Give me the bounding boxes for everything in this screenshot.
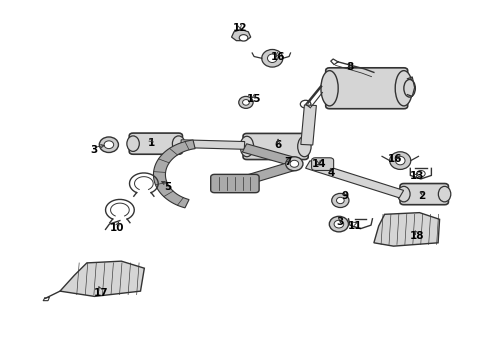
Ellipse shape (328, 216, 348, 232)
FancyBboxPatch shape (210, 174, 259, 193)
FancyBboxPatch shape (311, 158, 333, 171)
Ellipse shape (242, 100, 249, 105)
Ellipse shape (285, 157, 303, 171)
Text: 2: 2 (417, 191, 425, 201)
Ellipse shape (297, 136, 310, 157)
Ellipse shape (99, 137, 118, 153)
Ellipse shape (403, 80, 414, 97)
Ellipse shape (126, 136, 139, 152)
Text: 16: 16 (387, 154, 402, 164)
Text: 10: 10 (110, 222, 124, 233)
Ellipse shape (331, 193, 348, 207)
Polygon shape (305, 161, 403, 198)
Ellipse shape (238, 96, 253, 108)
Ellipse shape (289, 160, 298, 167)
Ellipse shape (240, 136, 253, 157)
Text: 12: 12 (232, 23, 246, 33)
Ellipse shape (320, 71, 338, 106)
Ellipse shape (261, 49, 282, 67)
Ellipse shape (389, 152, 410, 170)
FancyBboxPatch shape (399, 184, 447, 205)
Text: 6: 6 (274, 140, 281, 150)
Text: 4: 4 (326, 168, 334, 178)
Text: 11: 11 (347, 221, 361, 231)
Text: 9: 9 (341, 191, 348, 201)
Text: 17: 17 (93, 288, 108, 298)
Text: 8: 8 (346, 62, 353, 72)
Text: 14: 14 (311, 159, 325, 169)
Text: 5: 5 (164, 182, 171, 192)
Text: 1: 1 (147, 138, 154, 148)
Ellipse shape (104, 141, 113, 149)
Polygon shape (181, 140, 244, 149)
Polygon shape (232, 162, 295, 188)
Ellipse shape (333, 220, 343, 228)
Ellipse shape (437, 186, 450, 202)
Text: 3: 3 (90, 145, 97, 155)
Ellipse shape (397, 186, 409, 202)
Polygon shape (242, 144, 300, 167)
Ellipse shape (172, 136, 184, 152)
Polygon shape (153, 140, 195, 208)
Text: 13: 13 (409, 171, 424, 181)
Ellipse shape (395, 156, 404, 165)
Ellipse shape (239, 35, 247, 41)
FancyBboxPatch shape (243, 134, 307, 159)
Ellipse shape (336, 197, 344, 204)
Ellipse shape (267, 54, 277, 63)
Polygon shape (231, 30, 250, 41)
Text: 15: 15 (246, 94, 261, 104)
Text: 16: 16 (270, 51, 285, 62)
Text: 18: 18 (409, 231, 424, 242)
Polygon shape (300, 105, 316, 145)
Text: 3: 3 (336, 217, 343, 227)
Polygon shape (373, 213, 439, 246)
FancyBboxPatch shape (325, 68, 407, 109)
Polygon shape (60, 261, 144, 296)
Text: 7: 7 (284, 157, 291, 167)
Ellipse shape (394, 71, 411, 106)
FancyBboxPatch shape (129, 133, 182, 154)
